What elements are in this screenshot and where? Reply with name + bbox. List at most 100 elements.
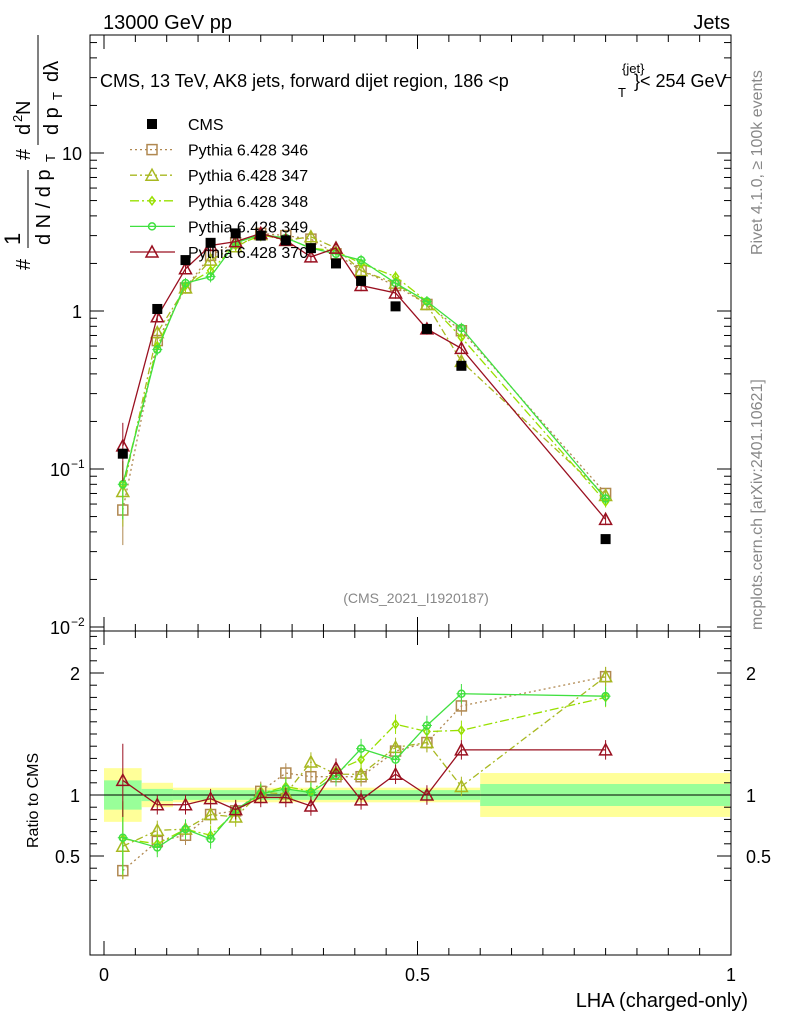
series-p348 — [118, 230, 610, 520]
data-point-p348 — [181, 280, 190, 291]
svg-text:T: T — [618, 85, 626, 100]
side-text-top: Rivet 4.1.0, ≥ 100k events — [749, 70, 766, 255]
ratio-series-p370 — [115, 740, 613, 820]
ratio-point-p347 — [228, 809, 243, 823]
ratio-point-p349 — [600, 691, 611, 701]
ratio-point-p348 — [391, 718, 400, 730]
legend-label: Pythia 6.428 348 — [188, 194, 308, 211]
ratio-y-tick-label-right: 1 — [746, 786, 756, 806]
ratio-point-p349 — [117, 833, 128, 842]
legend-marker — [147, 222, 157, 231]
y-tick-label: 10 — [50, 460, 70, 480]
ratio-line-p348 — [122, 696, 606, 845]
data-point-p370 — [178, 261, 193, 275]
legend-label: Pythia 6.428 346 — [188, 143, 308, 160]
y-tick-label-exponent: −1 — [71, 457, 85, 471]
ratio-point-p347 — [419, 734, 435, 749]
data-point-p349 — [356, 255, 367, 265]
data-point-p349 — [205, 272, 216, 281]
series-line-p347 — [122, 233, 607, 496]
data-point-cms — [356, 275, 367, 286]
ratio-y-tick-label: 0.5 — [55, 847, 80, 867]
ratio-point-p370 — [353, 792, 369, 806]
legend-label: Pythia 6.428 349 — [188, 219, 308, 236]
ratio-y-tick-label: 1 — [70, 786, 80, 806]
ratio-point-p370 — [178, 797, 193, 811]
data-point-cms — [305, 243, 316, 254]
data-point-p347 — [203, 252, 218, 266]
svg-text:{jet}: {jet} — [622, 61, 645, 76]
data-point-cms — [330, 258, 341, 269]
main-plot-frame — [89, 34, 732, 632]
data-point-cms — [117, 448, 128, 459]
series-line-p346 — [122, 232, 607, 511]
data-point-cms — [280, 235, 291, 246]
legend-item-cms: CMS — [147, 117, 224, 134]
ratio-point-p370 — [115, 772, 131, 787]
ratio-point-p349 — [356, 744, 367, 753]
data-point-p347 — [178, 280, 193, 294]
svg-text:}< 254 GeV: }< 254 GeV — [634, 71, 727, 91]
data-point-p370 — [328, 240, 344, 254]
data-point-cms — [230, 228, 241, 239]
data-point-cms — [456, 360, 467, 371]
svg-text:d: d — [13, 124, 35, 135]
legend-item-p347: Pythia 6.428 347 — [130, 167, 308, 185]
data-point-p370 — [303, 249, 319, 263]
ratio-point-p349 — [456, 689, 467, 698]
ratio-point-p347 — [598, 669, 613, 683]
side-text-bottom: mcplots.cern.ch [arXiv:2401.10621] — [749, 379, 766, 630]
legend-label: CMS — [188, 117, 224, 134]
ratio-point-p347 — [203, 806, 218, 821]
data-point-cms — [390, 301, 401, 312]
ratio-point-p347 — [353, 766, 369, 781]
ylabel-main: # 1 d N / d p T # d 2 N d p T dλ — [0, 35, 65, 270]
xlabel: LHA (charged-only) — [576, 990, 748, 1012]
ratio-point-p349 — [305, 788, 316, 797]
data-point-p349 — [152, 345, 163, 354]
header-right: Jets — [693, 12, 730, 34]
legend-item-p370: Pythia 6.428 370 — [130, 244, 308, 262]
svg-text:T: T — [50, 92, 65, 100]
legend: CMS Pythia 6.428 346 Pythia 6.428 347 Pythi… — [130, 117, 308, 262]
data-point-p370 — [454, 340, 469, 355]
ratio-point-p348 — [422, 726, 431, 737]
svg-text:CMS, 13 TeV, AK8 jets, forward: CMS, 13 TeV, AK8 jets, forward dijet reg… — [100, 71, 509, 91]
header-left: 13000 GeV pp — [103, 12, 232, 34]
data-point-cms — [205, 237, 216, 248]
legend-label: Pythia 6.428 347 — [188, 168, 308, 185]
svg-text:dλ: dλ — [41, 61, 63, 82]
data-point-p370 — [388, 285, 403, 299]
ratio-point-p349 — [180, 824, 191, 834]
ratio-y-tick-label-right: 2 — [746, 664, 756, 684]
x-tick-label: 1 — [726, 965, 736, 985]
svg-text:d p: d p — [41, 107, 63, 135]
ratio-point-p370 — [419, 787, 435, 801]
data-point-p347 — [150, 325, 165, 339]
ratio-point-p370 — [253, 789, 269, 804]
ratio-point-p347 — [454, 778, 469, 793]
main-series-lines — [115, 225, 613, 546]
ratio-y-tick-label: 2 — [70, 664, 80, 684]
svg-text:2: 2 — [10, 115, 25, 122]
data-point-cms — [421, 323, 432, 334]
ratio-point-p370 — [598, 742, 613, 756]
series-line-p348 — [122, 234, 607, 503]
svg-text:d N / d p: d N / d p — [33, 169, 55, 245]
ratio-point-p349 — [205, 834, 216, 844]
ratio-uncertainty-bands — [90, 768, 731, 822]
legend-marker — [146, 143, 158, 156]
data-point-p347 — [303, 229, 319, 243]
ratio-point-p370 — [228, 802, 243, 816]
legend-label: Pythia 6.428 370 — [188, 245, 308, 262]
data-point-p370 — [228, 234, 243, 248]
ratio-line-p347 — [122, 676, 606, 847]
ratio-point-p348 — [357, 754, 366, 765]
ratio-series-p349 — [117, 683, 611, 875]
y-tick-label: 10 — [62, 144, 82, 164]
plot-title: CMS, 13 TeV, AK8 jets, forward dijet reg… — [100, 61, 727, 100]
data-point-p348 — [601, 496, 610, 508]
svg-text:T: T — [43, 154, 58, 162]
y-tick-label: 10 — [50, 618, 70, 638]
